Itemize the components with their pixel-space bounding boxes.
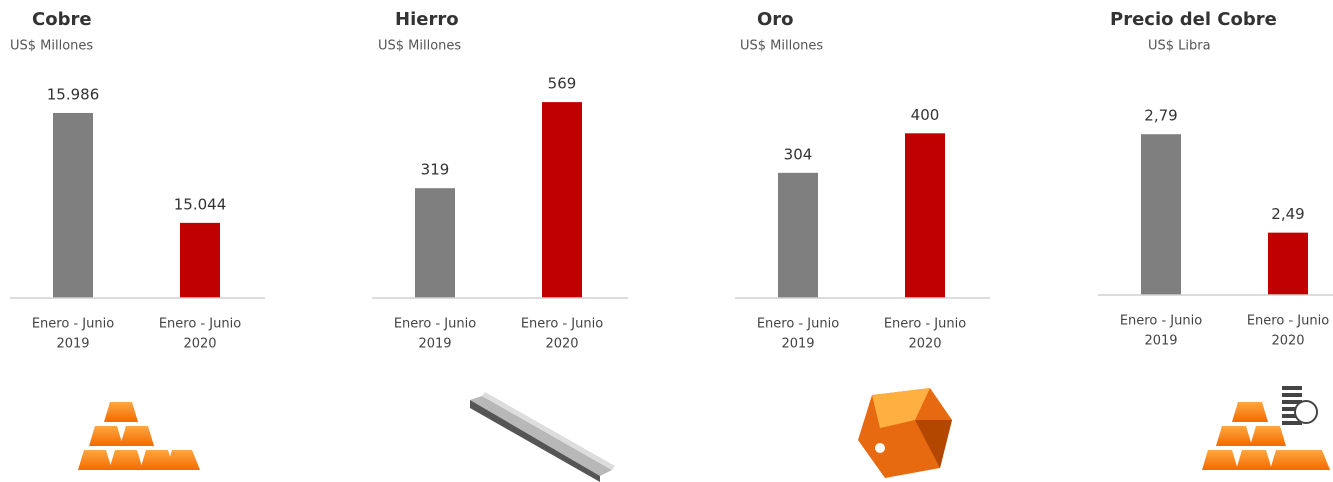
x-tick-label: 2020 [545,337,578,352]
icon-beam [470,392,615,482]
x-tick-label: Enero - Junio [884,317,966,332]
x-tick-label: Enero - Junio [1120,314,1202,329]
x-tick-label: Enero - Junio [159,317,241,332]
chart-title: Precio del Cobre [1110,9,1277,30]
value-label: 15.044 [174,195,227,213]
x-tick-label: Enero - Junio [1247,314,1329,329]
value-label: 569 [548,75,577,93]
value-label: 2,79 [1144,107,1177,125]
x-tick-label: 2019 [418,337,451,352]
value-label: 2,49 [1271,205,1304,223]
x-tick-label: 2019 [56,337,89,352]
value-label: 319 [421,161,450,179]
chart-subtitle: US$ Millones [378,39,461,54]
icon-bars [78,402,200,470]
x-tick-label: 2019 [1144,334,1177,349]
bar [542,102,582,299]
x-tick-label: Enero - Junio [32,317,114,332]
x-tick-label: Enero - Junio [521,317,603,332]
x-tick-label: Enero - Junio [757,317,839,332]
chart-title: Cobre [32,9,92,30]
bar [180,222,220,298]
icon-bars-coins [1202,386,1330,470]
bar [1268,232,1308,295]
x-tick-label: 2020 [908,337,941,352]
value-label: 15.986 [47,85,100,103]
bar [778,172,818,298]
chart-subtitle: US$ Libra [1148,39,1211,54]
x-tick-label: 2020 [1271,334,1304,349]
x-tick-label: 2019 [781,337,814,352]
bar [53,112,93,298]
chart-subtitle: US$ Millones [740,39,823,54]
chart-subtitle: US$ Millones [10,39,93,54]
chart-title: Oro [757,9,794,30]
bar [1141,134,1181,295]
chart-title: Hierro [395,9,459,30]
bar [905,133,945,298]
x-tick-label: 2020 [183,337,216,352]
bar [415,188,455,298]
icon-nugget [858,388,952,478]
value-label: 400 [911,106,940,124]
x-tick-label: Enero - Junio [394,317,476,332]
value-label: 304 [784,145,813,163]
